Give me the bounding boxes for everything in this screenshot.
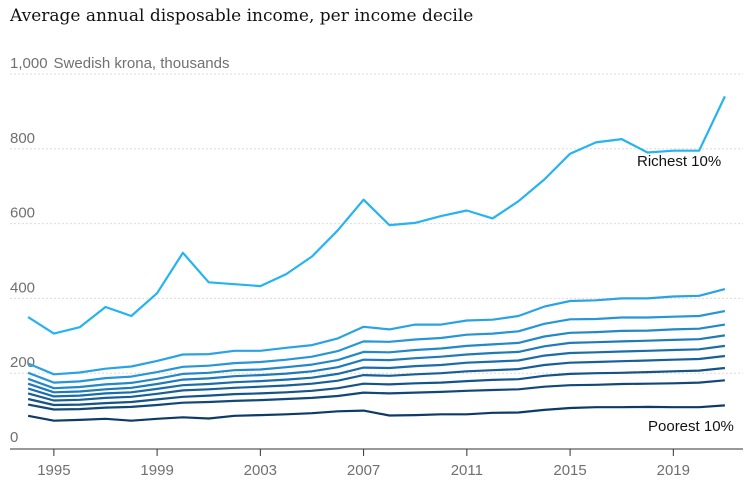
y-tick-label: 800	[10, 130, 35, 147]
x-tick-label: 2003	[244, 462, 277, 479]
series-line	[27, 95, 726, 335]
x-axis: 1995 1999 2003 2007 2011 2015 2019	[10, 448, 743, 479]
series-line	[27, 366, 726, 407]
series-line	[27, 310, 726, 384]
series-line	[27, 288, 726, 376]
chart-title: Average annual disposable income, per in…	[10, 6, 474, 26]
series-line	[27, 354, 726, 402]
series-line	[27, 323, 726, 390]
x-tick-label: 1999	[140, 462, 173, 479]
x-tick-label: 2019	[657, 462, 690, 479]
y-tick-label: 200	[10, 354, 35, 371]
y-axis-unit-label: Swedish krona, thousands	[54, 55, 230, 72]
series-line	[27, 404, 725, 422]
x-tick-label: 2011	[451, 462, 483, 479]
y-tick-label: 1,000 Swedish krona, thousands	[10, 55, 230, 72]
series-line	[27, 334, 726, 394]
poorest-series-label: Poorest 10%	[648, 418, 734, 435]
x-tick-label: 2015	[553, 462, 586, 479]
x-tick-label: 2007	[347, 462, 380, 479]
series-labels: Richest 10% Poorest 10%	[637, 153, 734, 435]
y-tick-label: 600	[10, 205, 35, 222]
y-axis-labels: 0 200 400 600 800 1,000 Swedish krona, thousan…	[10, 55, 230, 446]
series-line	[27, 344, 726, 398]
series-lines	[27, 95, 726, 422]
x-tick-label: 1995	[37, 462, 70, 479]
y-tick-label: 400	[10, 279, 35, 296]
series-line	[27, 379, 725, 411]
y-tick-label: 0	[10, 429, 18, 446]
richest-series-label: Richest 10%	[637, 153, 721, 170]
